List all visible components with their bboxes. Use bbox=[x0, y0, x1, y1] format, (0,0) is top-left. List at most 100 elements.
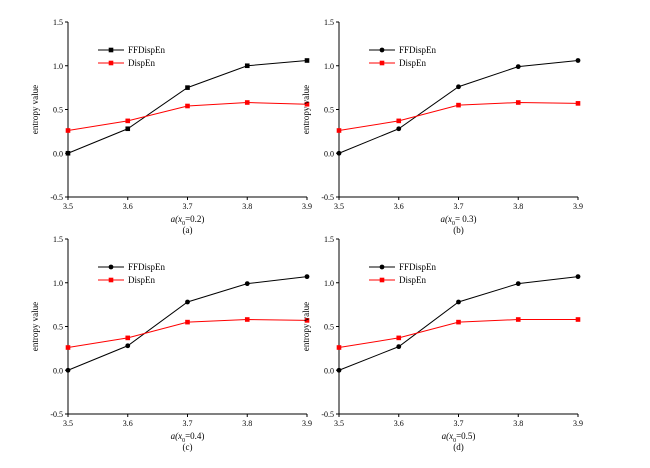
data-point-dispen bbox=[456, 319, 461, 325]
y-tick-label: 0.0 bbox=[324, 149, 334, 158]
legend-marker bbox=[379, 47, 385, 53]
panel-caption: (d) bbox=[453, 442, 464, 452]
x-tick-label: 3.5 bbox=[63, 419, 73, 428]
data-point-dispen bbox=[185, 103, 190, 109]
x-axis-label-sub: 0 bbox=[452, 221, 455, 227]
data-point-dispen bbox=[575, 317, 581, 322]
y-tick-label: -0.5 bbox=[50, 193, 63, 202]
legend-label: DispEn bbox=[128, 275, 156, 285]
data-point-ffdispen bbox=[456, 84, 461, 90]
x-tick-label: 3.8 bbox=[513, 202, 523, 211]
x-tick-label: 3.6 bbox=[123, 202, 133, 211]
legend-marker bbox=[108, 47, 114, 53]
data-point-dispen bbox=[396, 118, 402, 124]
panel-caption: (a) bbox=[183, 225, 193, 235]
x-axis-label-tail: =0.4) bbox=[185, 431, 204, 441]
data-point-ffdispen bbox=[244, 63, 250, 69]
data-point-ffdispen bbox=[185, 299, 190, 305]
y-tick-label: -0.5 bbox=[50, 410, 63, 419]
x-tick-label: 3.8 bbox=[513, 419, 523, 428]
chart-panel-1: -0.5 0.0 0.5 1.0 1.5 3.5 3.6 3.7 3.8 3.9 entropy v… bbox=[30, 18, 312, 235]
legend-marker bbox=[108, 60, 114, 66]
x-tick-label: 3.8 bbox=[242, 202, 252, 211]
y-tick-label: 0.0 bbox=[53, 149, 63, 158]
panel-caption: (c) bbox=[183, 442, 193, 452]
legend-marker bbox=[379, 277, 385, 283]
chart-panel-4: -0.5 0.0 0.5 1.0 1.5 3.5 3.6 3.7 3.8 3.9 entropy v… bbox=[301, 235, 583, 452]
y-tick-label: 0.0 bbox=[53, 366, 63, 375]
y-tick-label: 0.0 bbox=[324, 366, 334, 375]
x-tick-label: 3.9 bbox=[302, 202, 312, 211]
data-point-ffdispen bbox=[575, 274, 581, 280]
x-tick-label: 3.9 bbox=[302, 419, 312, 428]
x-axis-label: a(x0=0.2) bbox=[171, 214, 205, 227]
y-tick-label: 1.5 bbox=[324, 18, 334, 27]
data-point-ffdispen bbox=[336, 150, 342, 156]
data-point-ffdispen bbox=[244, 281, 250, 287]
data-point-ffdispen bbox=[65, 367, 71, 373]
legend-label: FFDispEn bbox=[399, 45, 437, 55]
x-tick-label: 3.6 bbox=[394, 202, 404, 211]
panel-caption: (b) bbox=[453, 225, 464, 235]
data-point-dispen bbox=[244, 100, 250, 105]
x-axis-label-main: a(x bbox=[171, 431, 183, 441]
x-axis-label-sub: 0 bbox=[453, 438, 456, 444]
y-tick-label: 1.0 bbox=[324, 62, 334, 71]
x-axis-label: a(x0=0.5) bbox=[442, 431, 476, 444]
data-point-ffdispen bbox=[336, 367, 342, 373]
data-point-dispen bbox=[65, 345, 71, 350]
x-axis-label-tail: =0.5) bbox=[456, 431, 475, 441]
legend-label: DispEn bbox=[399, 58, 427, 68]
x-tick-label: 3.6 bbox=[394, 419, 404, 428]
data-point-ffdispen bbox=[304, 274, 310, 280]
legend-marker bbox=[379, 60, 385, 66]
y-tick-label: 0.5 bbox=[324, 106, 334, 115]
y-tick-label: 0.5 bbox=[324, 323, 334, 332]
y-tick-label: 1.5 bbox=[53, 18, 63, 27]
legend-label: FFDispEn bbox=[128, 45, 166, 55]
x-tick-label: 3.7 bbox=[183, 419, 193, 428]
x-tick-label: 3.9 bbox=[573, 419, 583, 428]
data-point-ffdispen bbox=[304, 58, 310, 63]
x-tick-label: 3.5 bbox=[63, 202, 73, 211]
x-tick-label: 3.7 bbox=[183, 202, 193, 211]
y-tick-label: 1.0 bbox=[53, 279, 63, 288]
y-axis-label: entropy value bbox=[30, 302, 40, 351]
data-point-dispen bbox=[456, 102, 461, 108]
data-point-dispen bbox=[515, 100, 521, 105]
chart-panel-3: -0.5 0.0 0.5 1.0 1.5 3.5 3.6 3.7 3.8 3.9 entropy v… bbox=[30, 235, 312, 452]
x-axis-label-main: a(x bbox=[440, 214, 452, 224]
data-point-dispen bbox=[304, 318, 310, 323]
data-point-dispen bbox=[336, 345, 342, 350]
data-point-ffdispen bbox=[515, 64, 521, 70]
x-axis-label-main: a(x bbox=[171, 214, 183, 224]
data-point-dispen bbox=[396, 335, 402, 341]
x-axis-label-tail: =0.2) bbox=[185, 214, 204, 224]
data-point-dispen bbox=[125, 335, 131, 341]
data-point-ffdispen bbox=[396, 126, 402, 132]
x-axis-label: a(x0= 0.3) bbox=[440, 214, 476, 227]
chart-panel-2: -0.5 0.0 0.5 1.0 1.5 3.5 3.6 3.7 3.8 3.9 entropy v… bbox=[301, 18, 583, 235]
data-point-dispen bbox=[304, 101, 310, 107]
legend-label: DispEn bbox=[399, 275, 427, 285]
data-point-ffdispen bbox=[515, 281, 521, 287]
legend-label: FFDispEn bbox=[128, 262, 166, 272]
y-tick-label: 1.0 bbox=[324, 279, 334, 288]
y-axis-label: entropy value bbox=[30, 85, 40, 134]
data-point-ffdispen bbox=[575, 58, 581, 63]
data-point-dispen bbox=[336, 128, 342, 133]
data-point-dispen bbox=[65, 128, 71, 133]
x-tick-label: 3.7 bbox=[454, 202, 464, 211]
y-tick-label: 0.5 bbox=[53, 323, 63, 332]
data-point-dispen bbox=[575, 101, 581, 106]
x-axis-label: a(x0=0.4) bbox=[171, 431, 205, 444]
x-axis-label-sub: 0 bbox=[182, 438, 185, 444]
y-tick-label: -0.5 bbox=[321, 410, 334, 419]
y-tick-label: 1.0 bbox=[53, 62, 63, 71]
data-point-ffdispen bbox=[65, 150, 71, 156]
data-point-dispen bbox=[244, 317, 250, 322]
x-tick-label: 3.7 bbox=[454, 419, 464, 428]
legend-label: DispEn bbox=[128, 58, 156, 68]
x-tick-label: 3.9 bbox=[573, 202, 583, 211]
